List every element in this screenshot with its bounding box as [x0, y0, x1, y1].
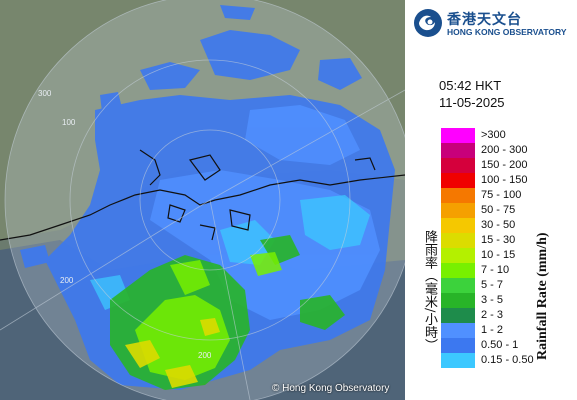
legend-row: 0.15 - 0.50: [441, 353, 577, 368]
legend-swatch: [441, 158, 475, 173]
legend-label: 150 - 200: [481, 159, 528, 171]
legend-row: 1 - 2: [441, 323, 577, 338]
legend-row: 200 - 300: [441, 143, 577, 158]
legend-label: 0.50 - 1: [481, 339, 519, 351]
legend-swatch: [441, 323, 475, 338]
legend-swatch: [441, 218, 475, 233]
legend-row: 50 - 75: [441, 203, 577, 218]
copyright-notice: © Hong Kong Observatory: [272, 383, 390, 394]
legend-row: 10 - 15: [441, 248, 577, 263]
radar-map-canvas: 100 200 200 300: [0, 0, 405, 400]
legend-row: 100 - 150: [441, 173, 577, 188]
legend-label: 1 - 2: [481, 324, 504, 336]
legend-label: 10 - 15: [481, 249, 516, 261]
legend-label: 100 - 150: [481, 174, 528, 186]
legend-label: 5 - 7: [481, 279, 504, 291]
legend-label: >300: [481, 129, 506, 141]
legend-swatch: [441, 263, 475, 278]
legend-swatch: [441, 233, 475, 248]
legend-label: 50 - 75: [481, 204, 516, 216]
organization-name-en: HONG KONG OBSERVATORY: [447, 27, 567, 37]
coastlines: [0, 149, 405, 241]
legend-row: 75 - 100: [441, 188, 577, 203]
legend-label: 200 - 300: [481, 144, 528, 156]
legend-swatch: [441, 248, 475, 263]
legend-label: 30 - 50: [481, 219, 516, 231]
observatory-emblem-icon: [414, 9, 442, 37]
organization-name-zh: 香港天文台: [447, 12, 522, 28]
observation-time: 05:42 HKT: [439, 78, 502, 93]
legend-panel: 香港天文台 HONG KONG OBSERVATORY 05:42 HKT 11…: [405, 0, 577, 400]
rain-echo-intense: [125, 318, 220, 388]
observatory-logo: 香港天文台 HONG KONG OBSERVATORY: [413, 6, 577, 40]
legend-row: 5 - 7: [441, 278, 577, 293]
legend-swatch: [441, 173, 475, 188]
legend-title-en: Rainfall Rate (mm/h): [535, 232, 550, 360]
legend-swatch: [441, 353, 475, 368]
legend-label: 15 - 30: [481, 234, 516, 246]
legend-swatch: [441, 188, 475, 203]
range-rings: [0, 0, 405, 400]
observation-date: 11-05-2025: [439, 95, 505, 110]
legend-row: 30 - 50: [441, 218, 577, 233]
legend-swatch: [441, 293, 475, 308]
legend-row: 3 - 5: [441, 293, 577, 308]
range-ring-label: 200: [60, 276, 74, 285]
legend-row: >300: [441, 128, 577, 143]
legend-swatch: [441, 278, 475, 293]
legend-label: 3 - 5: [481, 294, 504, 306]
legend-label: 0.15 - 0.50: [481, 354, 534, 366]
legend-swatch: [441, 143, 475, 158]
legend-label: 7 - 10: [481, 264, 510, 276]
radar-map: 100 200 200 300 © Hong Kong Observatory: [0, 0, 405, 400]
range-ring-label: 100: [62, 118, 76, 127]
legend-swatch: [441, 128, 475, 143]
legend-swatch: [441, 308, 475, 323]
legend-row: 150 - 200: [441, 158, 577, 173]
legend-row: 0.50 - 1: [441, 338, 577, 353]
legend-label: 75 - 100: [481, 189, 522, 201]
legend-swatch: [441, 338, 475, 353]
range-ring-label: 200: [198, 351, 212, 360]
legend-label: 2 - 3: [481, 309, 504, 321]
rain-echo-very-light: [90, 195, 370, 310]
legend-row: 2 - 3: [441, 308, 577, 323]
legend-row: 15 - 30: [441, 233, 577, 248]
range-ring-label: 300: [38, 89, 52, 98]
legend-swatch: [441, 203, 475, 218]
legend-row: 7 - 10: [441, 263, 577, 278]
legend-title-zh: 降雨率（毫米/小時）: [422, 230, 437, 352]
